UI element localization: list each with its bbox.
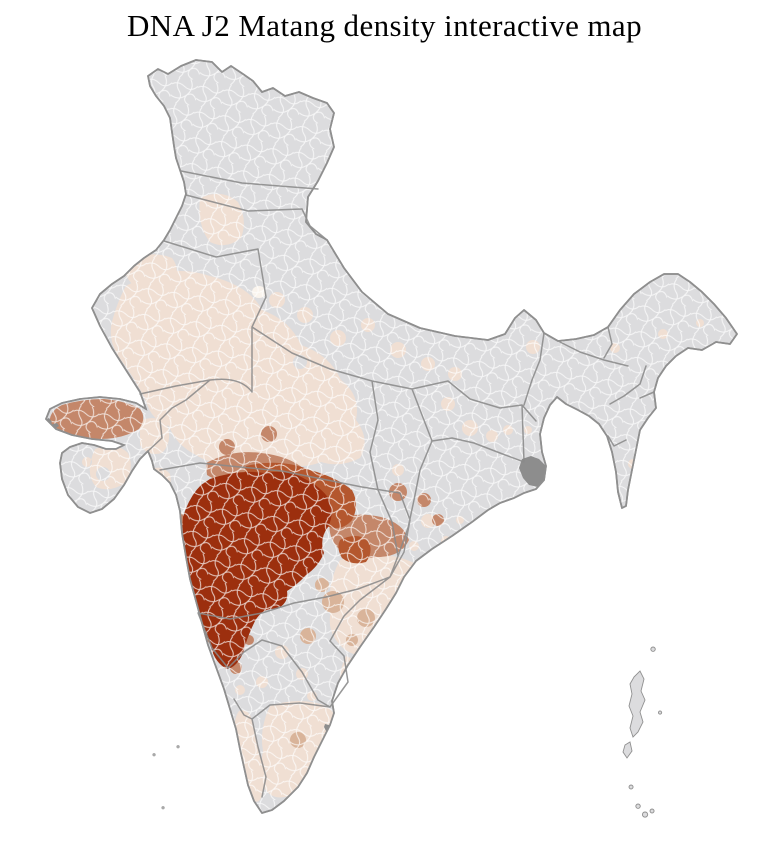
andaman-nicobar-islands[interactable] bbox=[622, 646, 663, 818]
page-title: DNA J2 Matang density interactive map bbox=[127, 8, 642, 43]
district-borders-texture bbox=[46, 60, 737, 813]
lakshadweep-islands[interactable] bbox=[152, 745, 180, 810]
state-borders bbox=[139, 170, 655, 798]
